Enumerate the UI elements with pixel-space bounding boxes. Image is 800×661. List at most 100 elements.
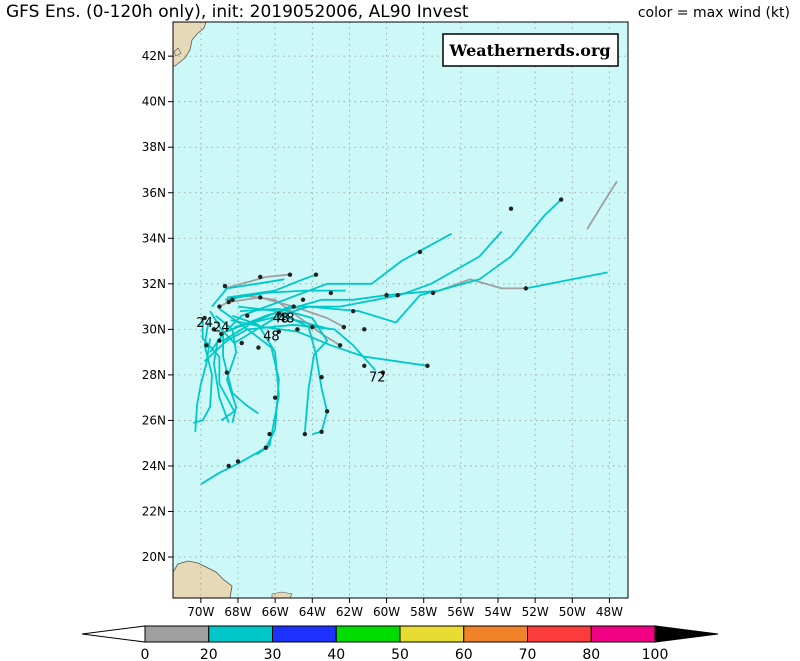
forecast-hour-label: 48 [278,312,295,327]
colorbar-swatch [399,625,465,643]
lat-tick-label: 42N [142,49,166,63]
position-marker [222,283,228,289]
position-marker [319,374,324,380]
lat-tick-label: 24N [142,459,166,473]
position-marker [217,304,222,309]
position-marker [430,290,436,296]
land-masses [173,22,293,598]
position-marker [272,395,278,400]
position-marker [276,329,282,334]
ensemble-track [224,289,346,301]
lat-tick-label: 38N [142,140,166,154]
position-marker [313,272,319,277]
grid-lines [173,22,628,598]
coast-island [173,47,182,57]
ensemble-track [201,318,236,422]
lon-tick-label: 58W [410,605,437,619]
position-marker [380,370,386,375]
position-marker [300,297,306,302]
latitude-axis: 20N 22N 24N 26N 28N 30N 32N 34N 36N 38N 40N 42N [142,49,173,564]
position-marker [337,343,343,348]
lon-tick-label: 64W [299,605,326,619]
hispaniola-land [173,560,233,598]
colorbar-swatch [335,625,401,643]
ensemble-track [234,289,437,328]
position-marker [267,431,272,437]
position-marker [362,327,367,332]
ensemble-track [211,278,285,308]
position-marker [384,293,389,298]
ensemble-track [203,323,377,371]
position-marker [523,286,529,291]
wind-colorbar: 0 20 30 40 50 60 70 80 100 [81,625,719,661]
colorbar-swatch [590,625,656,643]
position-marker [425,363,430,368]
lon-tick-label: 66W [262,605,289,619]
position-marker [204,343,209,348]
colorbar-level-label: 30 [264,647,282,661]
lon-tick-label: 54W [484,605,511,619]
position-marker [239,340,244,346]
position-marker [417,249,423,255]
position-marker [245,313,250,318]
ensemble-track [222,230,503,342]
watermark-box: Weathernerds.org [442,33,619,67]
position-marker [508,206,514,211]
position-marker [395,293,400,298]
colorbar-high-arrow [654,625,719,643]
lat-tick-label: 20N [142,550,166,564]
position-marker [230,297,235,302]
position-marker [217,338,222,343]
lon-tick-label: 56W [447,605,474,619]
position-marker [202,315,207,321]
forecast-hour-label: 72 [369,371,386,386]
position-marker [211,327,217,332]
colorbar-swatch [144,625,210,643]
watermark-text: Weathernerds.org [448,41,610,60]
longitude-axis: 70W 68W 66W 64W 62W 60W 58W 56W 54W 52W 50W 48W [187,598,623,619]
lon-tick-label: 68W [224,605,251,619]
position-marker [235,459,241,464]
lat-tick-label: 36N [142,186,166,200]
colorbar-level-label: 20 [200,647,218,661]
colorbar-level-label: 80 [582,647,600,661]
colorbar-swatch [527,625,592,643]
colorbar-swatch [272,625,337,643]
colorbar-level-label: 0 [141,647,150,661]
lon-tick-label: 50W [559,605,586,619]
colorbar-level-label: 50 [391,647,409,661]
lon-tick-label: 62W [336,605,363,619]
ensemble-track [209,232,453,353]
position-marker [256,345,261,350]
ensemble-track [525,271,608,290]
position-marker [558,197,564,202]
position-marker [291,304,296,309]
position-marker [324,409,330,414]
position-marker [226,463,231,469]
ensemble-track [239,307,329,432]
position-marker [226,299,231,305]
lon-tick-label: 60W [373,605,400,619]
lon-tick-label: 70W [187,605,214,619]
position-marker [258,274,263,280]
position-marker [328,290,334,296]
position-marker [362,363,367,368]
lat-tick-label: 30N [142,322,166,336]
ensemble-track [586,180,618,230]
forecast-hour-label: 48 [272,312,289,327]
position-marker [319,429,324,435]
puerto-rico-land [271,591,293,598]
nova-scotia-land [173,22,207,67]
colorbar-level-label: 40 [327,647,345,661]
position-marker [258,295,263,300]
lat-tick-label: 28N [142,368,166,382]
position-marker [287,272,293,277]
colorbar-level-label: 70 [519,647,537,661]
lon-tick-label: 48W [596,605,623,619]
colorbar-level-label: 60 [455,647,473,661]
ensemble-track [224,273,289,290]
ensemble-track [209,310,332,344]
colorbar-caption: color = max wind (kt) [637,5,790,21]
